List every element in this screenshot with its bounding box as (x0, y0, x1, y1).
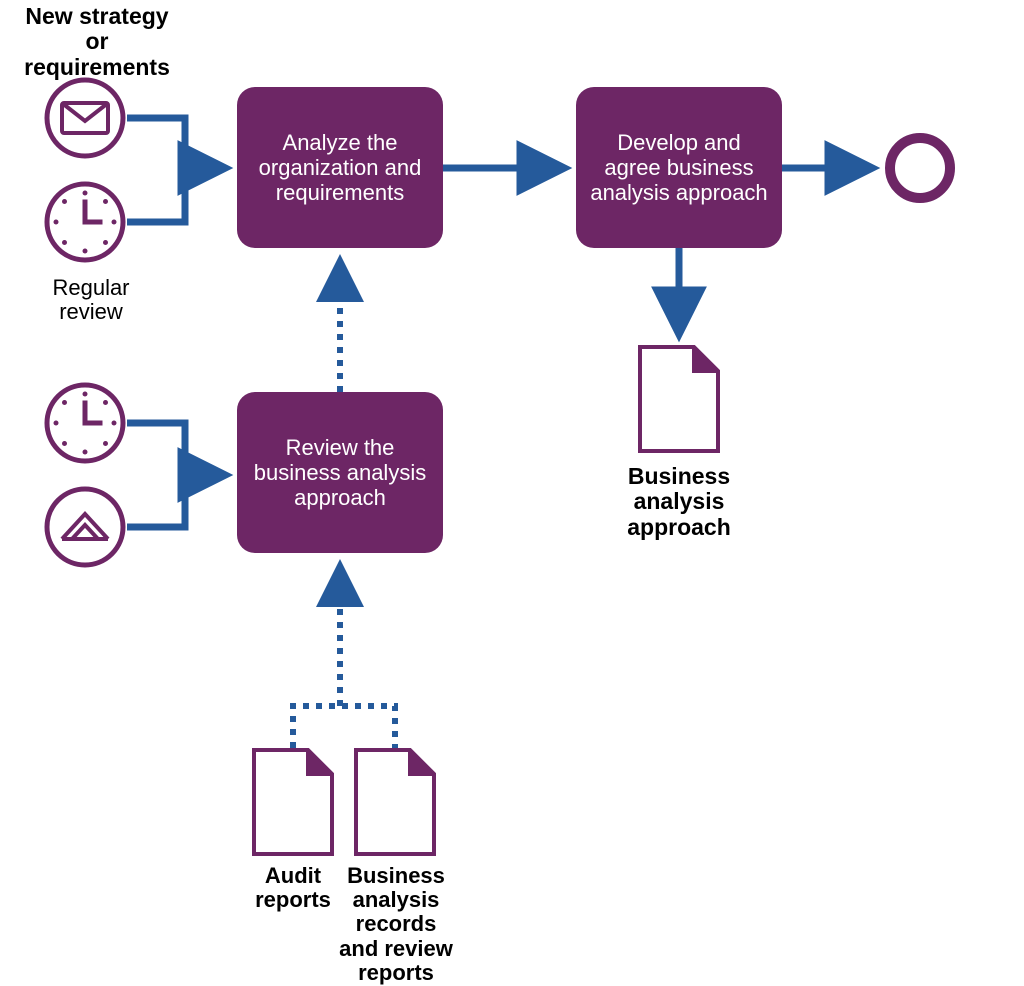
flow-arrows (0, 0, 1024, 986)
